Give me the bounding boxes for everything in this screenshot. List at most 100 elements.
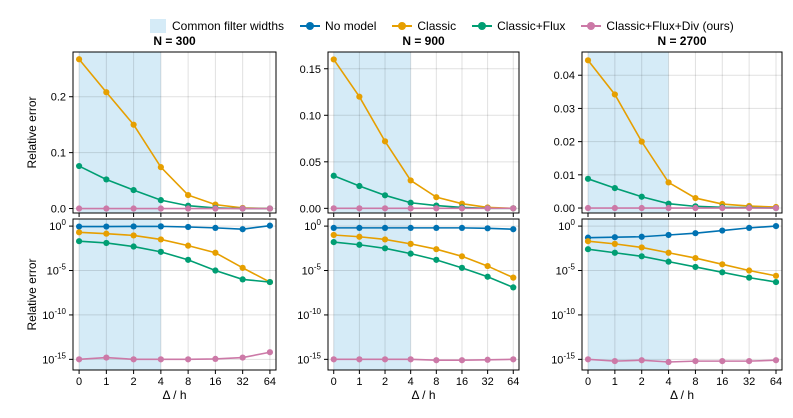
y-tick-label: 100 (49, 218, 66, 233)
data-point (719, 358, 726, 365)
data-point (719, 227, 726, 234)
data-point (407, 205, 414, 212)
x-tick-label: 4 (408, 376, 414, 388)
y-tick-label: 0.04 (554, 70, 575, 82)
y-tick-exponent: -15 (54, 351, 66, 360)
axes-frame (72, 218, 277, 371)
data-point (484, 356, 491, 363)
data-point (484, 205, 491, 212)
legend-band-swatch (150, 19, 166, 33)
x-tick-label: 64 (507, 376, 519, 388)
panel-4: 100 10-5 10-10 10-15 0 1 2 4 8 16 32 64 Δ / h Relativ… (25, 218, 277, 402)
x-tick-label: 32 (237, 376, 249, 388)
axes-frame (581, 218, 783, 371)
y-tick-label: 0.15 (300, 64, 321, 76)
series-line (333, 227, 514, 231)
data-point (239, 264, 246, 271)
data-point (330, 356, 337, 363)
data-point (719, 269, 726, 276)
data-point (584, 238, 592, 245)
x-tick-label: 2 (639, 376, 645, 388)
y-tick-exponent: -5 (59, 263, 67, 272)
series-line (333, 58, 514, 210)
data-point (692, 358, 699, 365)
data-point (75, 223, 83, 230)
data-point (510, 284, 517, 291)
data-point (611, 249, 618, 256)
y-tick-label: 10-10 (42, 307, 66, 322)
data-point (746, 267, 753, 274)
data-point (157, 164, 164, 171)
data-point (212, 267, 219, 274)
y-tick-exponent: -10 (563, 307, 575, 316)
x-tick-label: 16 (456, 376, 468, 388)
data-point (75, 162, 83, 170)
series-line (79, 240, 270, 283)
y-tick-label: 0.00 (300, 203, 321, 215)
data-point (407, 177, 414, 184)
data-point (611, 204, 618, 212)
x-tick-label: 8 (692, 376, 698, 388)
y-tick-label: 0.05 (300, 157, 321, 169)
data-point (611, 91, 618, 98)
data-point (638, 357, 645, 364)
data-point (772, 204, 780, 212)
data-point (75, 56, 83, 63)
y-tick-exponent: 0 (62, 218, 67, 227)
data-point (103, 205, 110, 212)
legend-band-label: Common filter widths (172, 19, 285, 33)
data-point (212, 355, 219, 362)
data-point (458, 224, 466, 231)
panel-5: 100 10-5 10-10 10-15 0 1 2 4 8 16 32 64 Δ / h (297, 218, 520, 402)
filter-band (588, 219, 669, 370)
data-point (458, 357, 466, 364)
legend-marker (581, 21, 602, 31)
data-point (75, 238, 83, 245)
data-point (433, 246, 440, 253)
series-line (79, 351, 271, 361)
data-point (185, 356, 192, 363)
data-point (330, 56, 337, 63)
x-tick-label: 0 (585, 376, 591, 388)
legend-marker (472, 21, 493, 31)
legend-marker (300, 21, 321, 31)
data-point (103, 89, 110, 96)
series-line (333, 234, 514, 279)
data-point (381, 138, 389, 145)
x-tick-label: 2 (382, 376, 388, 388)
legend-marker (392, 21, 413, 31)
data-point (584, 356, 592, 363)
panel-title: N = 2700 (657, 34, 706, 48)
data-point (330, 172, 337, 179)
data-point (484, 273, 491, 280)
data-point (746, 274, 753, 281)
data-point (407, 250, 414, 257)
y-tick-exponent: -5 (314, 263, 322, 272)
data-point (212, 224, 219, 231)
data-point (638, 244, 645, 251)
x-tick-label: 8 (185, 376, 191, 388)
axes-frame (72, 51, 277, 214)
data-point (484, 262, 491, 270)
axes-frame (327, 218, 520, 371)
data-point (665, 179, 672, 186)
x-axis-label: Δ / h (411, 388, 435, 402)
data-point (157, 223, 164, 230)
data-point (584, 246, 592, 253)
data-point (185, 242, 192, 249)
data-point (103, 354, 110, 361)
data-point (611, 358, 618, 365)
data-point (330, 205, 337, 212)
data-point (458, 205, 466, 212)
data-point (212, 249, 219, 256)
y-axis-label: Relative error (25, 258, 39, 330)
data-point (130, 232, 137, 239)
data-point (665, 258, 672, 265)
data-point (381, 236, 389, 243)
data-point (746, 224, 753, 231)
x-tick-label: 0 (76, 376, 82, 388)
data-point (692, 194, 699, 202)
data-point (692, 263, 699, 271)
data-point (510, 226, 517, 233)
